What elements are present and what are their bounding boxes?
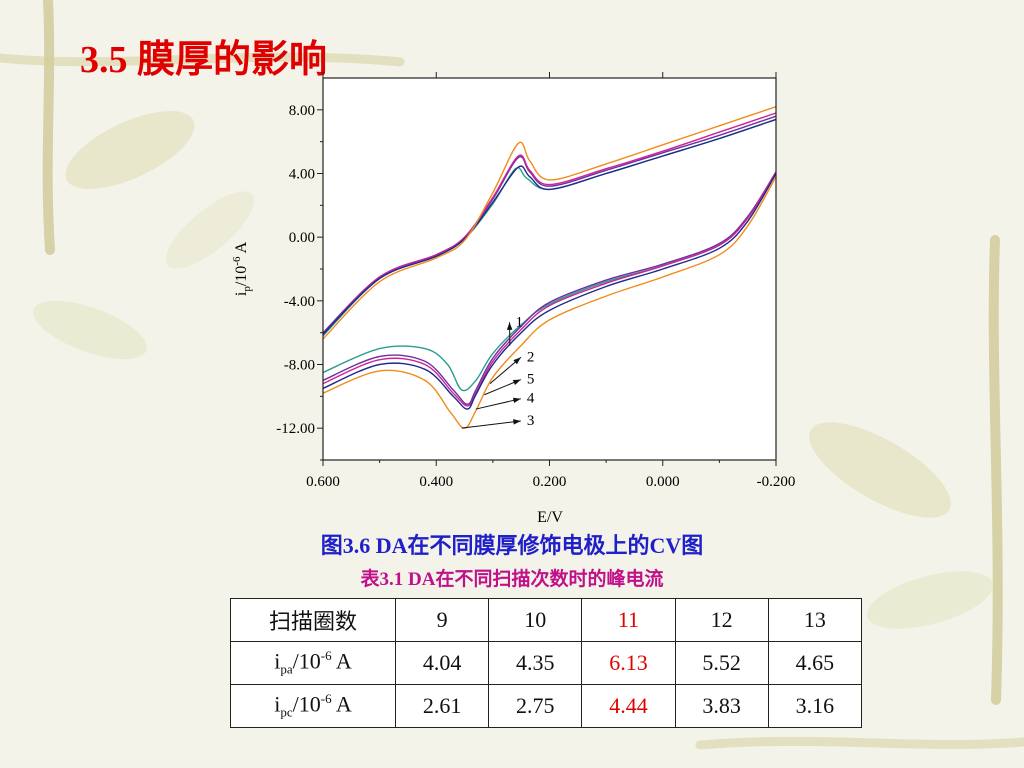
table-cell: 4.04 (394, 641, 490, 685)
annotation-arrowhead-1 (506, 322, 513, 330)
table-header-row: 扫描圈数 9 10 11 12 13 (230, 598, 863, 642)
annotation-arrowhead-2 (513, 357, 521, 365)
table-row-ipc: ipc/10-6 A 2.61 2.75 4.44 3.83 3.16 (230, 684, 863, 728)
label-base: i (274, 648, 281, 674)
label-unit: A (331, 691, 352, 717)
y-label-base: i (233, 291, 250, 296)
annotation-arrow-3 (461, 420, 521, 429)
cv-series-5-cathodic (322, 171, 777, 407)
y-tick-label: -4.00 (284, 294, 315, 310)
x-axis-label: E/V (537, 509, 563, 526)
annotation-label-3: 3 (527, 413, 535, 429)
label-mid: /10 (292, 648, 321, 674)
x-tick-label: 0.000 (646, 474, 680, 490)
label-unit: A (331, 648, 352, 674)
header-cell: 13 (767, 598, 863, 642)
annotation-arrowhead-3 (513, 419, 521, 425)
y-label-unit: A (233, 241, 250, 256)
annotation-label-5: 5 (527, 372, 535, 388)
header-cell: 扫描圈数 (230, 598, 396, 642)
bamboo-decoration-icon (0, 0, 1024, 750)
cv-series-4-cathodic (322, 173, 777, 410)
x-tick-label: 0.200 (533, 474, 567, 490)
annotation-arrowhead-5 (512, 379, 521, 386)
annotation-arrowhead-4 (512, 397, 521, 404)
chart-axes: 0.600 0.400 0.200 0.000 -0.200 8.00 4.00 0.00 -4… (276, 72, 795, 490)
table-cell-highlight: 6.13 (581, 641, 676, 685)
table-cell: 4.35 (488, 641, 583, 685)
x-tick-label: 0.600 (306, 474, 340, 490)
table-caption: 表3.1 DA在不同扫描次数时的峰电流 (360, 569, 664, 590)
label-sub: pc (280, 704, 293, 720)
y-tick-label: -12.00 (276, 421, 315, 437)
label-mid: /10 (292, 691, 321, 717)
y-tick-label: -8.00 (284, 358, 315, 374)
cv-series-3-cathodic (322, 176, 777, 429)
row-label-ipa: ipa/10-6 A (230, 641, 396, 685)
cv-series-4-anodic (322, 118, 777, 335)
label-sub: pa (280, 661, 293, 677)
chart-curves (322, 106, 777, 429)
peak-current-table: 扫描圈数 9 10 11 12 13 ipa/10-6 A 4.04 4.35 … (230, 598, 863, 728)
x-tick-label: 0.400 (419, 474, 453, 490)
annotation-label-2: 2 (527, 349, 535, 365)
y-label-sup: -6 (231, 256, 243, 266)
label-sup: -6 (320, 648, 332, 664)
header-cell: 10 (488, 598, 583, 642)
table-cell: 2.75 (488, 684, 583, 728)
annotation-arrow-4 (475, 398, 521, 410)
table-row-ipa: ipa/10-6 A 4.04 4.35 6.13 5.52 4.65 (230, 641, 863, 685)
annotation-label-4: 4 (527, 391, 535, 407)
cv-series-2-cathodic (322, 171, 777, 406)
table-cell: 2.61 (394, 684, 490, 728)
slide-title: 3.5 膜厚的影响 (80, 39, 328, 81)
header-cell: 9 (394, 598, 490, 642)
header-cell: 12 (674, 598, 769, 642)
y-axis-label: ip/10-6 A (231, 241, 253, 296)
row-label-ipc: ipc/10-6 A (230, 684, 396, 728)
y-label-sub: p (241, 286, 253, 292)
figure-caption: 图3.6 DA在不同膜厚修饰电极上的CV图 (320, 533, 704, 558)
y-tick-label: 8.00 (289, 103, 315, 119)
header-cell-highlight: 11 (581, 598, 676, 642)
chart-annotations: 1 2 5 4 3 (461, 314, 535, 429)
cv-series-5-anodic (322, 112, 777, 335)
cv-series-3-anodic (322, 106, 777, 340)
label-base: i (274, 691, 281, 717)
table-cell: 3.83 (674, 684, 769, 728)
table-cell: 3.16 (767, 684, 863, 728)
y-tick-label: 0.00 (289, 230, 315, 246)
y-label-mid: /10 (233, 266, 250, 286)
x-tick-label: -0.200 (757, 474, 796, 490)
leaf-decoration-icon (33, 111, 994, 629)
y-tick-label: 4.00 (289, 167, 315, 183)
annotation-label-1: 1 (516, 314, 524, 330)
table-cell: 4.65 (767, 641, 863, 685)
table-cell: 5.52 (674, 641, 769, 685)
label-sup: -6 (320, 691, 332, 707)
table-cell-highlight: 4.44 (581, 684, 676, 728)
